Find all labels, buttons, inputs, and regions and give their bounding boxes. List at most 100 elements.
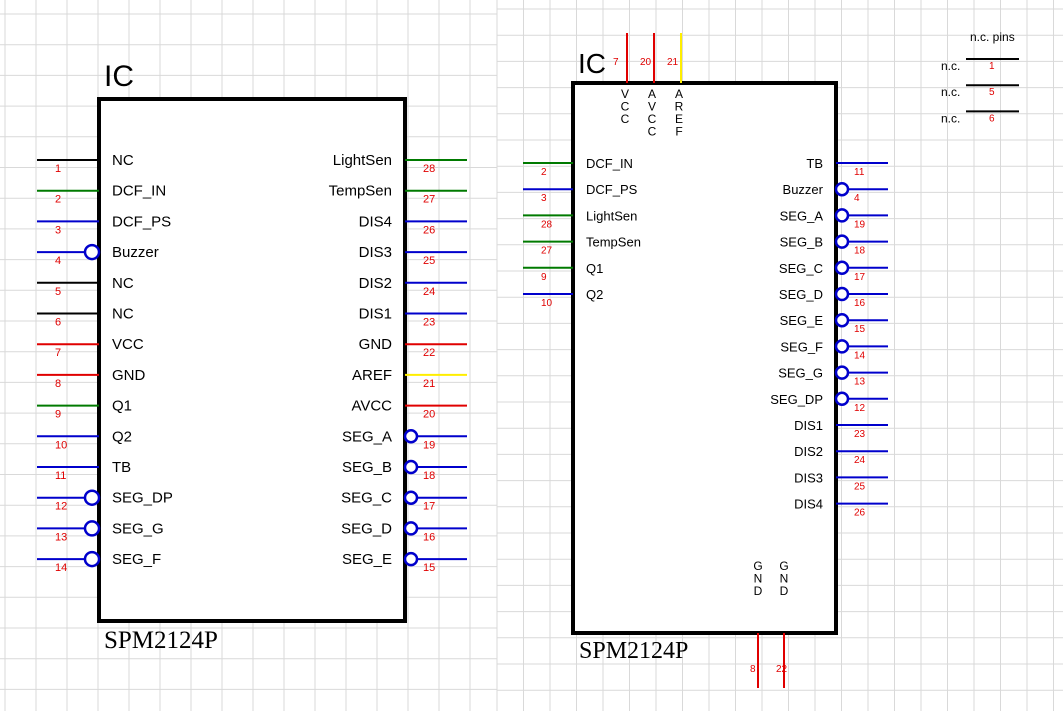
pin-number: 20 (640, 57, 652, 68)
pin-number: 23 (854, 429, 866, 440)
inversion-bubble (403, 551, 419, 567)
left-ic-pin-28[interactable]: 28 LightSen (333, 152, 467, 175)
left-ic-pin-11[interactable]: 11 TB (37, 459, 131, 482)
right-ic-pin-16[interactable]: 16 SEG_D (779, 286, 888, 309)
pin-name-letter: G (753, 559, 762, 573)
pin-number: 7 (613, 57, 619, 68)
pin-number: 11 (55, 470, 66, 482)
pin-number: 3 (55, 224, 61, 236)
left-ic-pin-9[interactable]: 9 Q1 (37, 398, 132, 421)
left-ic-pin-14[interactable]: 14 SEG_F (37, 550, 161, 574)
left-ic-pin-2[interactable]: 2 DCF_IN (37, 183, 166, 206)
right-ic-pin-12[interactable]: 12 SEG_DP (770, 391, 888, 414)
pin-number: 22 (776, 664, 788, 675)
left-ic-pin-20[interactable]: 20 AVCC (351, 398, 467, 421)
left-ic-pin-10[interactable]: 10 Q2 (37, 428, 132, 451)
pin-number: 28 (423, 163, 435, 175)
left-ic-pin-21[interactable]: 21 AREF (352, 367, 467, 390)
nc-pin-list: n.c. 1 n.c. 5 n.c. 6 (941, 58, 1019, 125)
left-ic-pin-12[interactable]: 12 SEG_DP (37, 489, 173, 513)
nc-pin-6[interactable]: n.c. 6 (941, 110, 1019, 125)
pin-number: 2 (541, 167, 547, 178)
right-ic-pin-8[interactable]: 8 GND (750, 559, 763, 688)
pin-number: 24 (423, 286, 435, 298)
pin-number: 25 (423, 255, 435, 267)
right-ic-pin-18[interactable]: 18 SEG_B (780, 234, 888, 257)
right-ic-pin-10[interactable]: 10 Q2 (523, 287, 603, 309)
left-ic-pin-22[interactable]: 22 GND (359, 336, 467, 359)
nc-pin-5[interactable]: n.c. 5 (941, 84, 1019, 99)
right-ic-pin-24[interactable]: 24 DIS2 (794, 444, 888, 466)
pin-name: DIS4 (359, 213, 392, 230)
left-ic-pin-16[interactable]: 16 SEG_D (341, 520, 467, 543)
right-ic-pin-27[interactable]: 27 TempSen (523, 235, 641, 257)
pin-number: 15 (423, 562, 435, 574)
right-ic-pin-17[interactable]: 17 SEG_C (779, 260, 888, 283)
right-ic-pin-13[interactable]: 13 SEG_G (778, 365, 888, 388)
pin-name-letter: V (648, 100, 656, 114)
left-ic-pin-3[interactable]: 3 DCF_PS (37, 213, 171, 236)
pin-number: 18 (423, 470, 435, 482)
right-ic-pin-4[interactable]: 4 Buzzer (783, 181, 888, 204)
left-ic-pin-19[interactable]: 19 SEG_A (342, 428, 467, 451)
right-ic-pin-2[interactable]: 2 DCF_IN (523, 156, 633, 178)
left-ic-pin-24[interactable]: 24 DIS2 (359, 275, 467, 298)
left-ic-pin-1[interactable]: 1 NC (37, 152, 134, 175)
pin-number: 12 (55, 501, 67, 513)
right-ic-pin-3[interactable]: 3 DCF_PS (523, 182, 638, 204)
right-ic-pin-22[interactable]: 22 GND (776, 559, 789, 688)
inversion-bubble (83, 520, 101, 537)
pin-number: 11 (854, 167, 865, 178)
right-ic-pin-11[interactable]: 11 TB (806, 156, 888, 178)
left-ic-pin-6[interactable]: 6 NC (37, 306, 134, 329)
pin-name: DCF_PS (112, 213, 171, 230)
pin-name: DIS1 (794, 418, 823, 433)
right-ic-pin-9[interactable]: 9 Q1 (523, 261, 603, 283)
pin-number: 27 (423, 194, 435, 206)
left-ic-pin-17[interactable]: 17 SEG_C (341, 490, 467, 513)
left-ic-pin-5[interactable]: 5 NC (37, 275, 134, 298)
right-ic-pin-21[interactable]: 21 AREF (667, 33, 684, 139)
ic-designator-left: IC (104, 60, 134, 93)
pin-name: Q2 (112, 428, 132, 445)
pin-number: 16 (423, 531, 435, 543)
nc-pins-block[interactable]: n.c. pins n.c. 1 n.c. 5 n.c. 6 (941, 30, 1019, 125)
left-ic-pin-15[interactable]: 15 SEG_E (342, 551, 467, 574)
left-ic-pin-27[interactable]: 27 TempSen (329, 183, 467, 206)
left-ic-pin-8[interactable]: 8 GND (37, 367, 146, 390)
nc-pin-1[interactable]: n.c. 1 (941, 58, 1019, 73)
pin-number: 14 (854, 350, 866, 361)
inversion-bubble (83, 489, 101, 506)
pin-number: 19 (423, 439, 435, 451)
right-ic-pin-25[interactable]: 25 DIS3 (794, 470, 888, 492)
right-ic-pin-15[interactable]: 15 SEG_E (780, 312, 888, 335)
pin-name: SEG_D (779, 287, 823, 302)
inversion-bubble (834, 365, 850, 380)
left-ic-pin-26[interactable]: 26 DIS4 (359, 213, 467, 236)
left-ic-pin-4[interactable]: 4 Buzzer (37, 243, 159, 267)
right-ic-pin-7[interactable]: 7 VCC (613, 33, 630, 126)
right-ic-pin-14[interactable]: 14 SEG_F (780, 339, 888, 361)
right-ic-pin-26[interactable]: 26 DIS4 (794, 497, 888, 519)
ic-designator-right: IC (578, 48, 606, 79)
pin-name-letter: D (754, 584, 763, 598)
inversion-bubble (403, 459, 419, 475)
left-ic-pin-25[interactable]: 25 DIS3 (359, 244, 467, 267)
inversion-bubble (83, 243, 101, 261)
pin-name: SEG_C (341, 490, 392, 507)
ic-symbol-right[interactable]: IC SPM2124P 2 DCF_IN 3 DCF_PS 28 LightSen 27 Te… (523, 33, 888, 688)
left-ic-pin-18[interactable]: 18 SEG_B (342, 459, 467, 482)
ic-body-left (97, 97, 407, 623)
pin-number: 3 (541, 193, 547, 204)
right-ic-pin-19[interactable]: 19 SEG_A (780, 208, 888, 230)
left-ic-pin-7[interactable]: 7 VCC (37, 336, 144, 359)
right-ic-pin-23[interactable]: 23 DIS1 (794, 418, 888, 440)
pin-number: 21 (423, 378, 435, 390)
right-ic-pin-20[interactable]: 20 AVCC (640, 33, 657, 139)
left-ic-pin-23[interactable]: 23 DIS1 (359, 306, 467, 329)
left-ic-pin-13[interactable]: 13 SEG_G (37, 520, 164, 543)
inversion-bubble (834, 312, 850, 328)
right-ic-pin-28[interactable]: 28 LightSen (523, 208, 637, 230)
pin-number: 7 (55, 347, 61, 359)
